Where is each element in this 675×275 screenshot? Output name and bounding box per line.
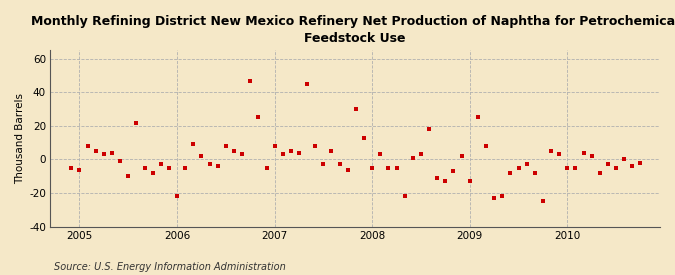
Point	[456, 154, 467, 158]
Point	[74, 167, 85, 172]
Point	[286, 149, 296, 153]
Point	[358, 135, 369, 140]
Point	[562, 166, 572, 170]
Point	[595, 171, 605, 175]
Point	[611, 166, 622, 170]
Point	[587, 154, 597, 158]
Point	[131, 120, 142, 125]
Point	[221, 144, 232, 148]
Point	[432, 176, 443, 180]
Point	[66, 166, 77, 170]
Point	[383, 166, 394, 170]
Point	[196, 154, 207, 158]
Point	[570, 166, 580, 170]
Point	[529, 171, 540, 175]
Point	[90, 149, 101, 153]
Point	[424, 127, 435, 131]
Point	[229, 149, 240, 153]
Point	[537, 199, 548, 204]
Point	[392, 166, 402, 170]
Point	[440, 179, 451, 183]
Point	[163, 166, 174, 170]
Point	[326, 149, 337, 153]
Point	[115, 159, 126, 163]
Point	[448, 169, 459, 174]
Point	[505, 171, 516, 175]
Point	[180, 166, 190, 170]
Point	[302, 82, 313, 86]
Point	[261, 166, 272, 170]
Point	[603, 162, 614, 167]
Point	[554, 152, 564, 156]
Point	[99, 152, 109, 156]
Point	[416, 152, 427, 156]
Point	[310, 144, 321, 148]
Point	[107, 150, 117, 155]
Point	[253, 115, 264, 120]
Point	[521, 162, 532, 167]
Point	[139, 166, 150, 170]
Point	[188, 142, 198, 147]
Point	[213, 164, 223, 168]
Point	[578, 150, 589, 155]
Point	[237, 152, 248, 156]
Point	[269, 144, 280, 148]
Point	[472, 115, 483, 120]
Point	[204, 162, 215, 167]
Y-axis label: Thousand Barrels: Thousand Barrels	[15, 93, 25, 184]
Point	[545, 149, 556, 153]
Point	[350, 107, 361, 111]
Point	[245, 78, 256, 83]
Point	[277, 152, 288, 156]
Point	[294, 150, 304, 155]
Point	[489, 196, 500, 200]
Point	[318, 162, 329, 167]
Point	[627, 164, 638, 168]
Point	[481, 144, 491, 148]
Point	[147, 171, 158, 175]
Point	[171, 194, 182, 199]
Point	[367, 166, 377, 170]
Title: Monthly Refining District New Mexico Refinery Net Production of Naphtha for Petr: Monthly Refining District New Mexico Ref…	[31, 15, 675, 45]
Point	[619, 157, 630, 162]
Text: Source: U.S. Energy Information Administration: Source: U.S. Energy Information Administ…	[54, 262, 286, 272]
Point	[513, 166, 524, 170]
Point	[408, 156, 418, 160]
Point	[400, 194, 410, 199]
Point	[155, 162, 166, 167]
Point	[334, 162, 345, 167]
Point	[375, 152, 385, 156]
Point	[82, 144, 93, 148]
Point	[342, 167, 353, 172]
Point	[123, 174, 134, 178]
Point	[635, 161, 646, 165]
Point	[497, 194, 508, 199]
Point	[464, 179, 475, 183]
